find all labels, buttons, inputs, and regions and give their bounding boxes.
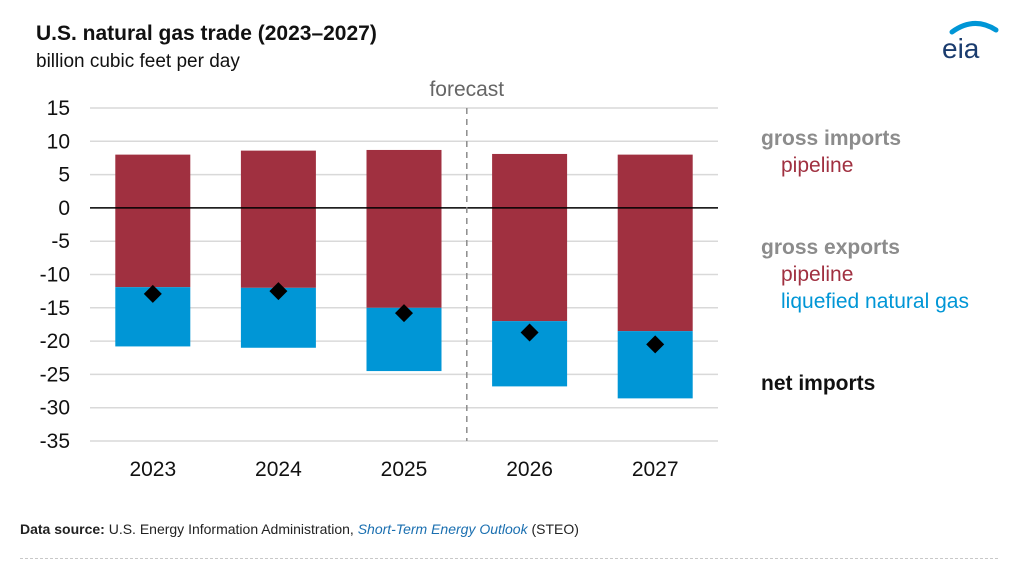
legend-gross-exports: gross exports [761, 236, 900, 259]
net-imports-marker [520, 323, 539, 342]
x-tick-label: 2026 [506, 458, 553, 481]
bar-segment [366, 149, 442, 208]
legend-net-imports: net imports [761, 372, 876, 395]
legend-gross-imports: gross imports [761, 127, 902, 150]
y-tick-label: 5 [58, 164, 70, 187]
eia-logo: eia [942, 21, 999, 64]
legend-exports-lng: liquefied natural gas [781, 290, 969, 313]
y-tick-label: 0 [58, 197, 70, 220]
y-tick-labels: 15 10 5 0 -5 -10 -15 -20 -25 -30 -35 [40, 97, 70, 453]
y-tick-label: 10 [47, 130, 70, 153]
y-tick-label: -5 [51, 230, 70, 253]
bar-segment [492, 207, 568, 322]
x-tick-labels: 2023 2024 2025 2026 2027 [129, 458, 678, 481]
bar-segment [617, 154, 693, 208]
legend-exports-pipeline: pipeline [781, 263, 854, 286]
steo-link[interactable]: Short-Term Energy Outlook [357, 521, 528, 537]
net-imports-marker [395, 304, 413, 323]
y-tick-label: 15 [47, 97, 70, 120]
legend-imports-pipeline: pipeline [781, 154, 854, 177]
net-import-markers [143, 282, 665, 354]
bar-segment [240, 150, 316, 208]
logo-text: eia [942, 33, 980, 64]
y-tick-label: -15 [40, 297, 70, 320]
bar-segment [366, 207, 442, 308]
net-imports-marker [269, 282, 288, 301]
bar-segment [115, 154, 191, 208]
chart-title: U.S. natural gas trade (2023–2027) [36, 22, 377, 45]
x-tick-label: 2027 [632, 458, 679, 481]
chart-subtitle: billion cubic feet per day [36, 51, 240, 72]
y-tick-label: -25 [40, 363, 70, 386]
y-tick-label: -30 [40, 397, 70, 420]
bar-segment [492, 153, 568, 208]
data-source: Data source: U.S. Energy Information Adm… [20, 521, 579, 537]
y-tick-label: -10 [40, 264, 70, 287]
bar-segment [240, 207, 316, 288]
data-source-text: U.S. Energy Information Administration, [108, 521, 354, 537]
bar-segment [115, 207, 191, 288]
forecast-label: forecast [429, 78, 504, 101]
net-imports-marker [646, 335, 665, 354]
bottom-divider [20, 558, 998, 559]
data-source-suffix: (STEO) [531, 521, 579, 537]
data-source-label: Data source: [20, 521, 105, 537]
y-tick-label: -35 [40, 430, 70, 453]
net-imports-marker [143, 284, 162, 303]
x-tick-label: 2023 [129, 458, 176, 481]
y-tick-label: -20 [40, 330, 70, 353]
x-tick-label: 2024 [255, 458, 302, 481]
x-tick-label: 2025 [381, 458, 428, 481]
bar-segment [617, 207, 693, 332]
chart: forecast 15 10 5 0 -5 -10 -15 -20 -25 -30 -35 2023… [40, 78, 718, 481]
